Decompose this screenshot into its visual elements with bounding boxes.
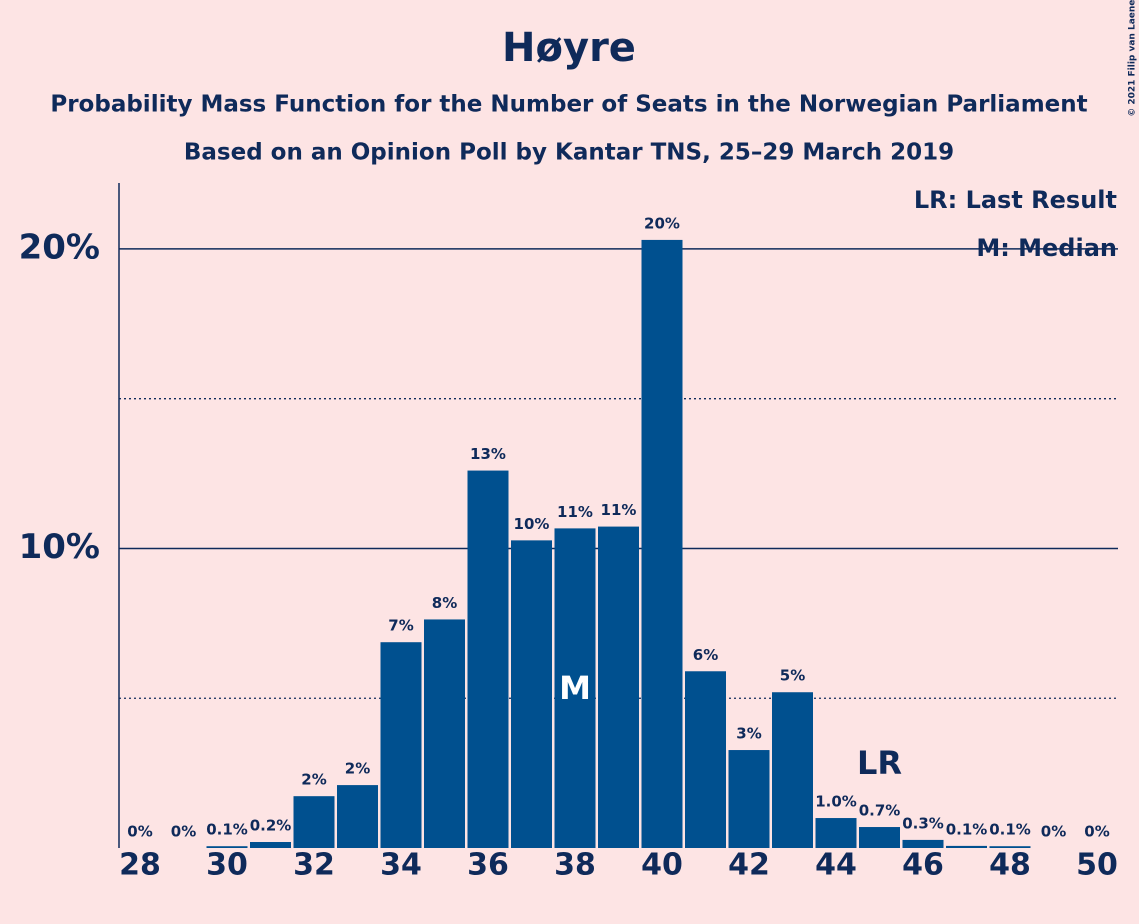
x-tick-label: 42 (728, 848, 770, 883)
value-label: 0.1% (206, 821, 248, 839)
bar (728, 750, 770, 848)
legend-entry: M: Median (976, 234, 1117, 262)
x-tick-label: 40 (641, 848, 683, 883)
value-label: 6% (693, 646, 718, 664)
annotation: LR (857, 744, 902, 782)
x-tick-label: 32 (293, 848, 335, 883)
value-label: 10% (514, 515, 550, 533)
value-label: 0.3% (902, 814, 944, 832)
bar (772, 692, 813, 848)
bar (685, 671, 726, 848)
bar (815, 818, 857, 848)
bar (467, 470, 509, 848)
x-tick-label: 46 (902, 848, 944, 883)
value-label: 0.1% (989, 821, 1031, 839)
bar (859, 827, 900, 848)
x-tick-label: 50 (1076, 848, 1118, 883)
bar (380, 642, 422, 848)
chart-subtitle: Based on an Opinion Poll by Kantar TNS, … (184, 140, 954, 166)
copyright: © 2021 Filip van Laenen (1128, 0, 1138, 117)
bar (206, 846, 248, 848)
value-label: 0% (171, 823, 196, 841)
bar (250, 842, 291, 848)
bar (293, 796, 335, 848)
x-tick-label: 48 (989, 848, 1031, 883)
value-label: 20% (644, 214, 680, 232)
value-label: 5% (780, 667, 805, 685)
bar (598, 526, 639, 848)
bar (989, 846, 1031, 848)
bar (337, 785, 378, 848)
x-tick-label: 30 (206, 848, 248, 883)
value-label: 0% (1041, 823, 1066, 841)
chart-subtitle: Probability Mass Function for the Number… (50, 92, 1087, 118)
bar (641, 239, 683, 848)
x-tick-label: 36 (467, 848, 509, 883)
value-label: 1.0% (815, 793, 857, 811)
value-label: 0.1% (946, 820, 988, 838)
value-label: 11% (557, 503, 593, 521)
x-tick-label: 44 (815, 848, 857, 883)
value-label: 0.2% (250, 817, 292, 835)
y-tick-label: 10% (19, 527, 100, 567)
value-label: 3% (736, 725, 761, 743)
y-tick-label: 20% (19, 227, 100, 267)
x-tick-label: 34 (380, 848, 422, 883)
x-tick-label: 28 (119, 848, 161, 883)
bar (511, 540, 552, 848)
value-label: 2% (345, 760, 370, 778)
value-label: 13% (470, 445, 506, 463)
chart-title: Høyre (502, 25, 636, 71)
value-label: 0% (1084, 823, 1109, 841)
bar (424, 619, 465, 848)
annotation: M (559, 669, 591, 707)
x-tick-label: 38 (554, 848, 596, 883)
value-label: 0% (127, 823, 152, 841)
value-label: 8% (432, 594, 457, 612)
bar (902, 839, 944, 848)
legend-entry: LR: Last Result (914, 186, 1117, 214)
bar (554, 528, 596, 848)
value-label: 7% (388, 617, 413, 635)
value-label: 0.7% (859, 802, 901, 820)
value-label: 11% (601, 501, 637, 519)
bar (946, 845, 987, 848)
value-label: 2% (301, 771, 326, 789)
